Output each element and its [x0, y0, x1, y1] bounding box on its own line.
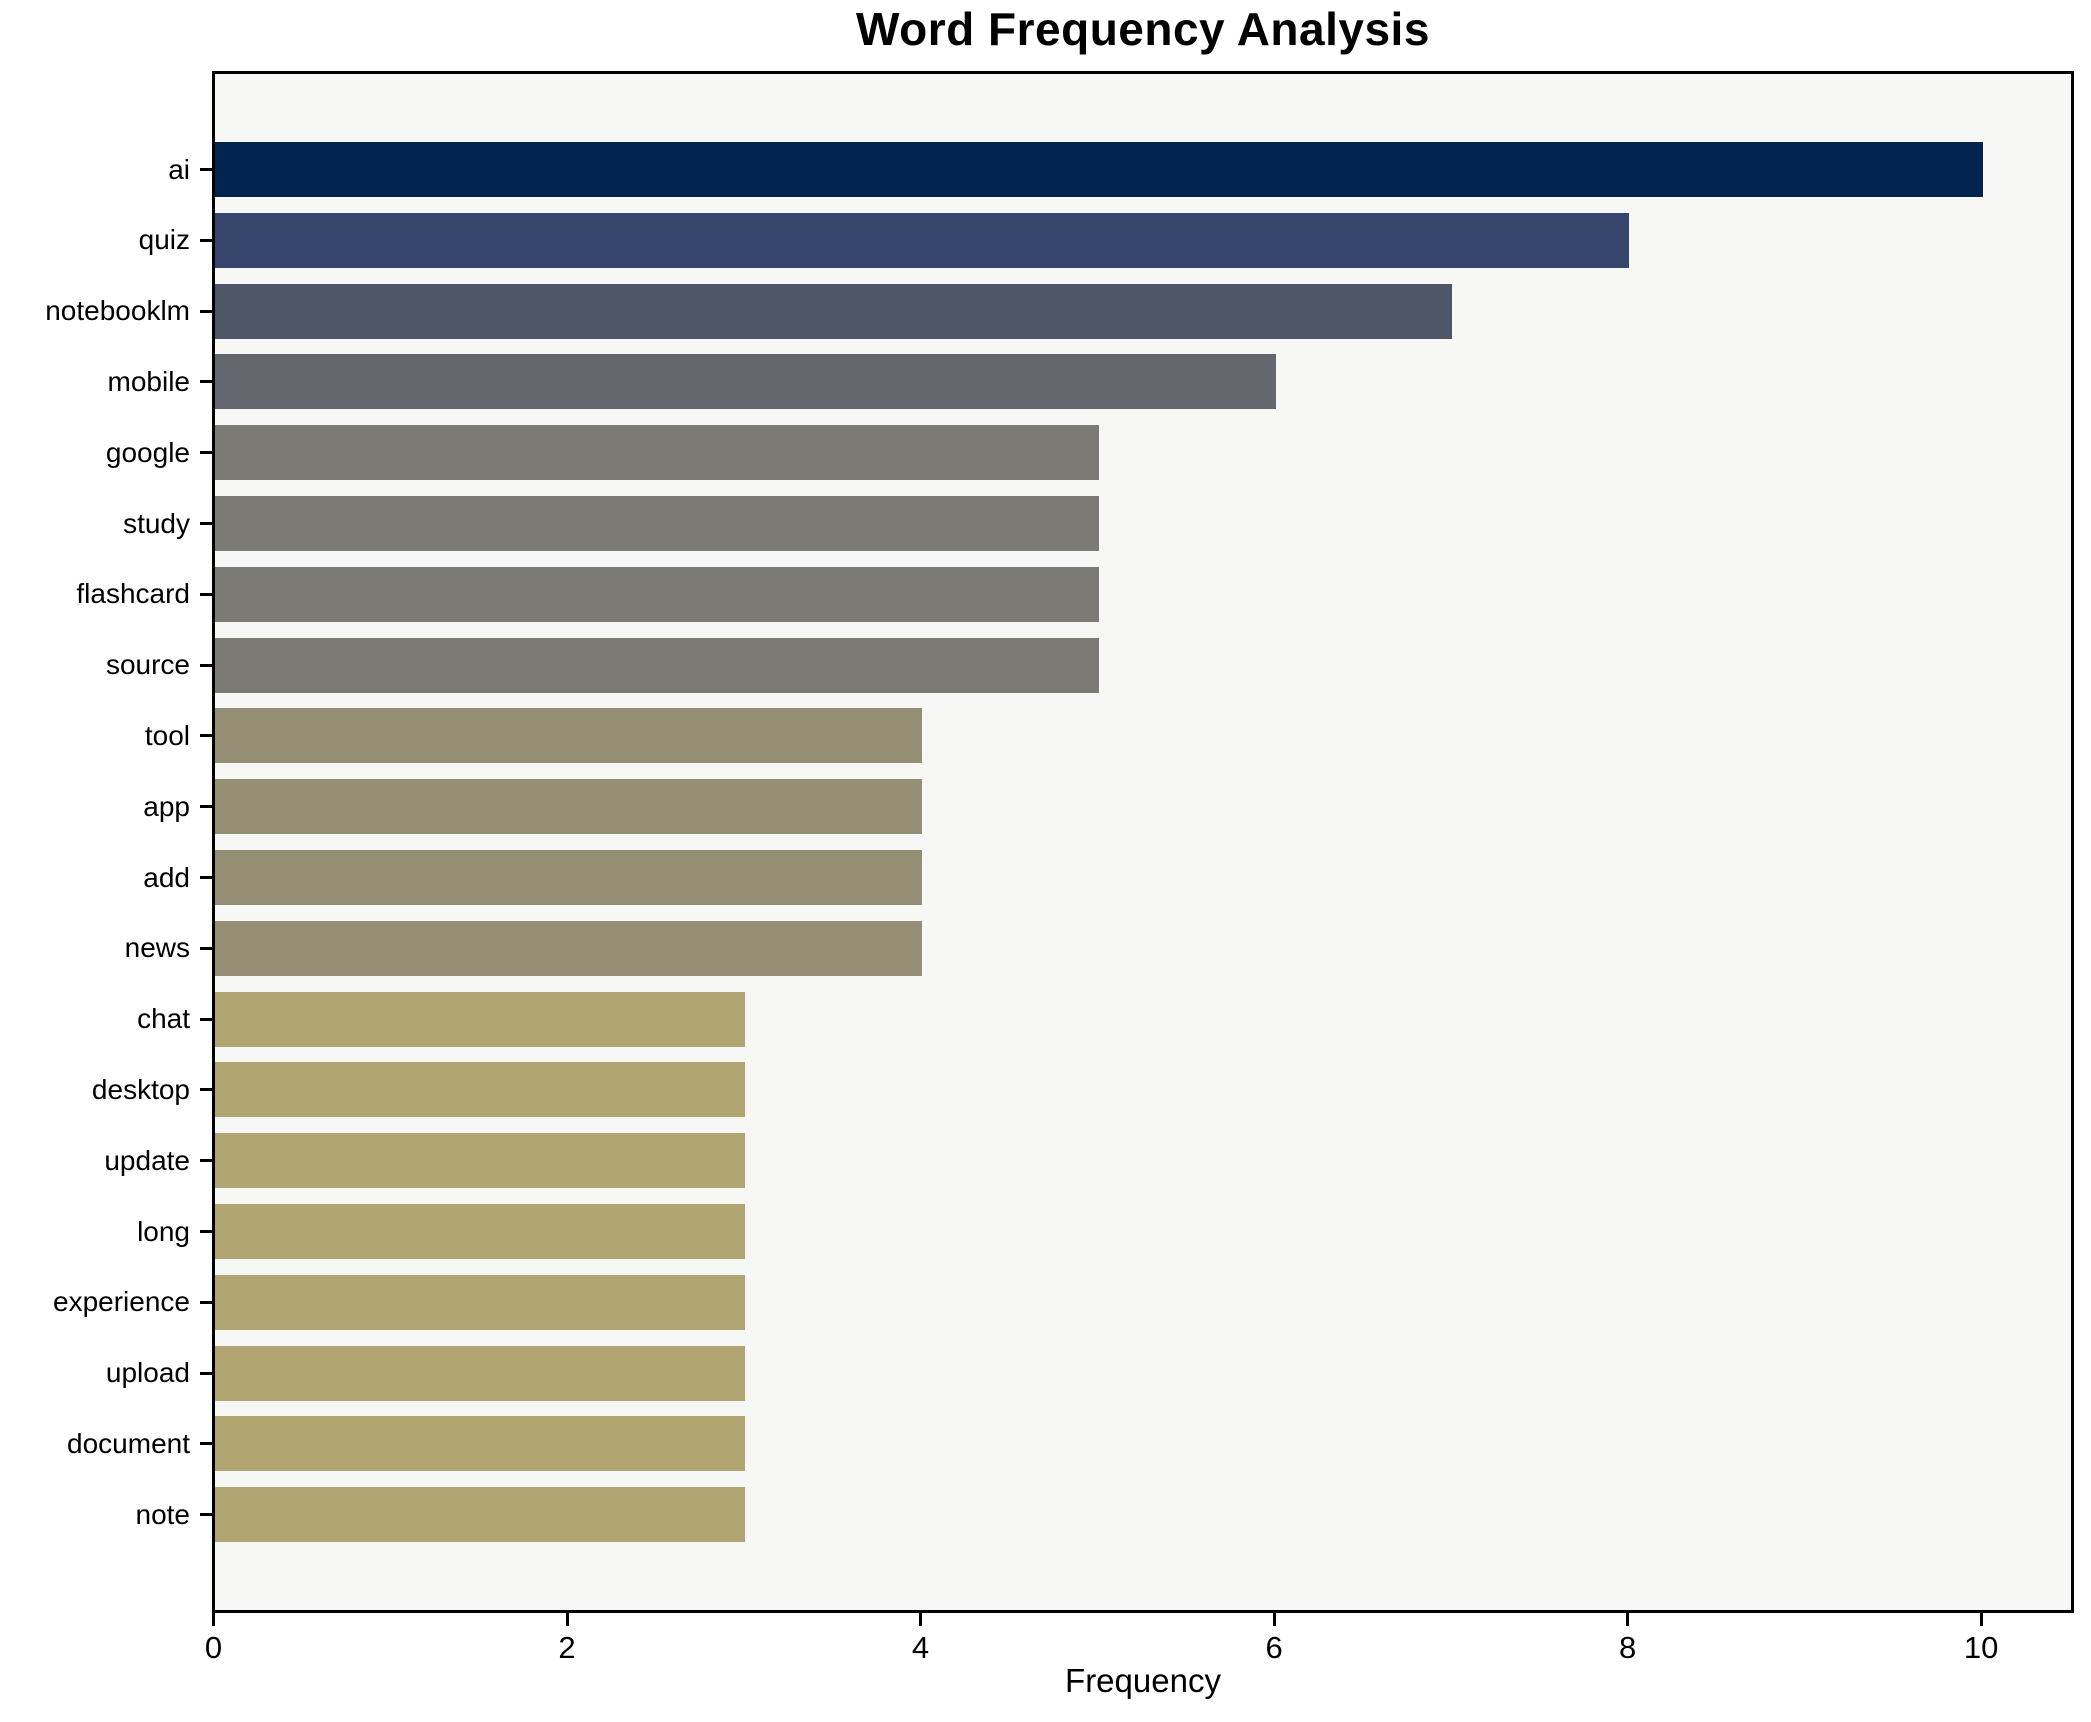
- plot-area: [212, 71, 2074, 1613]
- bar-source: [215, 637, 1099, 693]
- y-tick-mark: [200, 380, 212, 384]
- bar-update: [215, 1133, 746, 1189]
- y-tick-mark: [200, 522, 212, 525]
- y-tick-label-add: add: [143, 861, 190, 893]
- bar-mobile: [215, 354, 1276, 410]
- y-tick-label-notebooklm: notebooklm: [45, 295, 190, 327]
- y-tick-label-ai: ai: [168, 153, 190, 185]
- y-tick-label-flashcard: flashcard: [76, 578, 190, 610]
- bar-tool: [215, 708, 923, 764]
- bar-chat: [215, 991, 746, 1047]
- bar-document: [215, 1416, 746, 1472]
- y-tick-mark: [200, 946, 212, 950]
- y-tick-label-news: news: [124, 932, 190, 964]
- y-tick-label-mobile: mobile: [107, 365, 190, 397]
- x-tick-label-4: 4: [911, 1630, 930, 1665]
- x-tick-label-2: 2: [558, 1630, 576, 1665]
- bar-add: [215, 850, 923, 905]
- y-tick-label-update: update: [104, 1144, 190, 1176]
- y-tick-mark: [200, 1017, 212, 1021]
- y-tick-mark: [200, 734, 212, 738]
- y-tick-mark: [200, 1371, 212, 1375]
- bar-flashcard: [215, 566, 1099, 622]
- y-tick-label-source: source: [105, 649, 190, 681]
- y-tick-label-long: long: [137, 1215, 190, 1247]
- bar-experience: [215, 1274, 746, 1330]
- y-tick-label-upload: upload: [105, 1357, 190, 1389]
- y-tick-label-desktop: desktop: [91, 1073, 190, 1105]
- x-tick-mark: [1979, 1613, 1983, 1626]
- y-tick-mark: [200, 592, 212, 596]
- x-tick-label-0: 0: [204, 1630, 223, 1665]
- bar-note: [215, 1487, 746, 1543]
- y-tick-mark: [200, 876, 212, 879]
- y-tick-mark: [200, 1300, 212, 1304]
- y-tick-mark: [200, 309, 212, 313]
- y-tick-mark: [200, 451, 212, 455]
- bar-long: [215, 1204, 746, 1259]
- bar-quiz: [215, 212, 1630, 268]
- bar-desktop: [215, 1062, 746, 1118]
- y-tick-mark: [200, 1088, 212, 1092]
- y-tick-label-document: document: [67, 1427, 190, 1459]
- x-tick-label-8: 8: [1618, 1630, 1637, 1665]
- x-tick-mark: [919, 1613, 923, 1626]
- bar-upload: [215, 1345, 746, 1401]
- x-axis-label: Frequency: [1065, 1662, 1221, 1699]
- x-tick-label-10: 10: [1963, 1630, 1999, 1665]
- bar-study: [215, 496, 1099, 551]
- bar-app: [215, 779, 923, 835]
- y-tick-label-google: google: [105, 436, 190, 468]
- y-tick-mark: [200, 238, 212, 242]
- x-tick-mark: [565, 1613, 569, 1626]
- x-tick-mark: [1626, 1613, 1630, 1626]
- y-tick-label-tool: tool: [144, 719, 190, 751]
- y-tick-label-study: study: [123, 507, 190, 539]
- y-tick-mark: [200, 805, 212, 809]
- y-tick-mark: [200, 1513, 212, 1517]
- x-tick-label-6: 6: [1265, 1630, 1283, 1665]
- bar-news: [215, 920, 923, 976]
- y-tick-mark: [200, 1442, 212, 1446]
- x-tick-mark: [1272, 1613, 1276, 1626]
- y-tick-mark: [200, 1159, 212, 1163]
- y-tick-label-experience: experience: [53, 1286, 190, 1318]
- bar-google: [215, 425, 1099, 481]
- y-tick-mark: [200, 663, 212, 667]
- y-tick-label-note: note: [135, 1498, 191, 1530]
- y-tick-label-chat: chat: [137, 1003, 190, 1035]
- y-tick-mark: [200, 1230, 212, 1233]
- x-tick-mark: [212, 1613, 215, 1626]
- y-tick-label-quiz: quiz: [138, 224, 190, 256]
- chart-title: Word Frequency Analysis: [856, 3, 1430, 55]
- y-tick-mark: [200, 168, 212, 171]
- y-tick-label-app: app: [143, 790, 190, 822]
- bar-ai: [215, 142, 1983, 197]
- bar-notebooklm: [215, 283, 1453, 339]
